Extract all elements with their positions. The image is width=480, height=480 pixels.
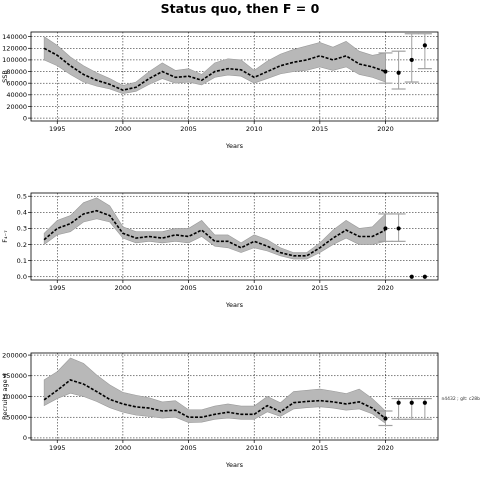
ssb-panel: 1995 2000 2005 2010 2015 2020 0 20000 40000 60000…	[1, 31, 439, 150]
recruits-x-tick-label: 1995	[49, 444, 66, 452]
f-y-tick-label: 0.0	[17, 273, 27, 281]
f-median-line	[43, 209, 386, 257]
ssb-x-tick-label: 1995	[49, 125, 66, 133]
ssb-x-tick-label: 2000	[115, 125, 132, 133]
ssb-projection-point	[383, 69, 388, 74]
ssb-x-tick-label: 2010	[246, 125, 263, 133]
ssb-y-tick-label: 80000	[6, 68, 27, 76]
recruits-median-line	[43, 379, 386, 420]
recruits-y-tick-label: 100000	[2, 393, 27, 401]
ssb-y-axis-label: SSB	[1, 70, 9, 83]
ssb-y-tick-label: 100000	[2, 56, 27, 64]
ssb-y-tick-label: 120000	[2, 45, 27, 53]
ssb-y-tick-label: 60000	[6, 79, 27, 87]
f-y-axis-label: F₄₋₇	[1, 230, 9, 243]
recruits-y-tick-label: 200000	[2, 351, 27, 359]
recruits-x-tick-label: 2015	[312, 444, 329, 452]
recruits-x-tick-label: 2010	[246, 444, 263, 452]
f-y-tick-label: 0.5	[17, 193, 27, 201]
ssb-projection-point	[409, 57, 414, 63]
recruits-y-tick-label: 150000	[2, 372, 27, 380]
recruits-panel: 1995 2000 2005 2010 2015 2020 0 50000 100000 1500…	[1, 351, 480, 469]
f-projection-point	[383, 226, 388, 231]
recruits-x-axis-label: Years	[225, 461, 244, 469]
ssb-confidence-band	[43, 36, 386, 94]
f-x-tick-label: 2015	[312, 284, 329, 292]
recruits-annotation: n4432 ; glt: c28b	[441, 396, 480, 402]
ssb-y-tick-label: 20000	[6, 103, 27, 111]
ssb-x-axis-label: Years	[225, 142, 244, 150]
recruits-y-axis-label: Recruits age 4	[1, 373, 9, 420]
ssb-x-tick-label: 2005	[180, 125, 197, 133]
ssb-y-tick-label: 0	[23, 114, 27, 122]
f-projection-point	[422, 274, 427, 279]
f-projection-point	[396, 226, 401, 231]
ssb-x-tick-label: 2020	[377, 125, 394, 133]
f-x-tick-label: 2005	[180, 284, 197, 292]
ssb-axes-frame	[30, 31, 439, 122]
f-y-tick-label: 0.1	[17, 257, 27, 265]
f-y-tick-label: 0.3	[17, 225, 27, 233]
recruits-projection-point	[383, 416, 388, 421]
ssb-y-tick-label: 140000	[2, 33, 27, 41]
recruits-y-tick-label: 50000	[6, 414, 27, 422]
figure-title: Status quo, then F = 0	[161, 1, 320, 16]
f-x-axis-label: Years	[225, 301, 244, 309]
ssb-projection-point	[396, 70, 401, 75]
recruits-projection-point	[396, 400, 401, 405]
ssb-projection-point	[422, 43, 427, 48]
recruits-x-tick-label: 2020	[377, 444, 394, 452]
f-y-tick-label: 0.4	[17, 209, 27, 217]
f-projection-point	[409, 274, 414, 279]
recruits-x-tick-label: 2005	[180, 444, 197, 452]
f-panel: 1995 2000 2005 2010 2015 2020 0.0 0.1 0.2 0.3 0.4 0…	[1, 192, 439, 309]
f-x-tick-label: 2000	[115, 284, 132, 292]
f-y-tick-label: 0.2	[17, 241, 27, 249]
f-axes-frame	[30, 192, 439, 281]
f-x-tick-label: 1995	[49, 284, 66, 292]
recruits-x-tick-label: 2000	[115, 444, 132, 452]
recruits-projection-point	[409, 400, 414, 405]
recruits-projection-point	[422, 400, 427, 405]
recruits-y-tick-label: 0	[23, 434, 27, 442]
ssb-y-tick-label: 40000	[6, 91, 27, 99]
ssb-median-line	[43, 47, 386, 92]
f-x-tick-label: 2010	[246, 284, 263, 292]
f-x-tick-label: 2020	[377, 284, 394, 292]
ssb-x-tick-label: 2015	[312, 125, 329, 133]
